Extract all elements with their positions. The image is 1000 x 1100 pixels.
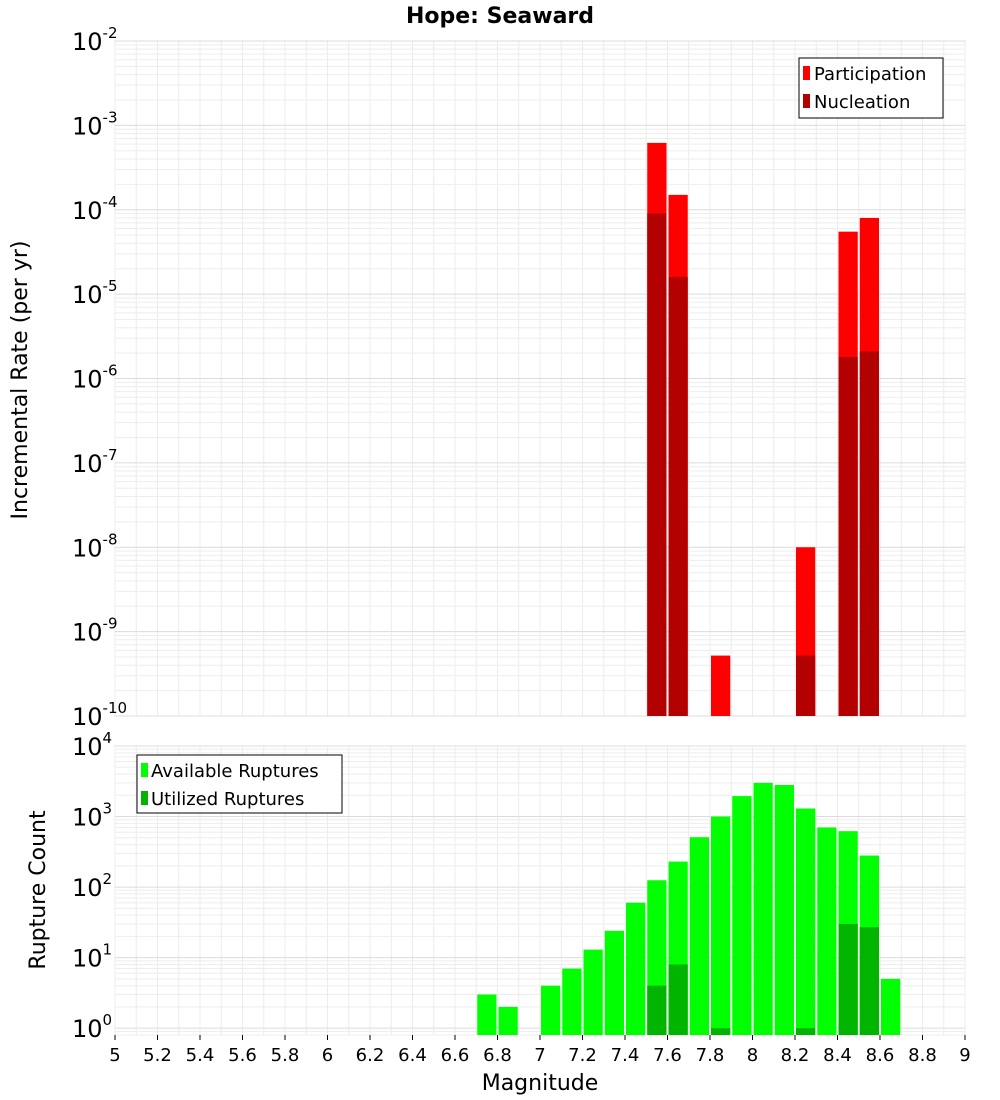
- x-tick-label: 7.4: [611, 1045, 640, 1066]
- top-legend-box: [798, 57, 944, 119]
- y-tick-label: 100: [72, 1011, 112, 1043]
- legend-label-available: Available Ruptures: [151, 761, 319, 782]
- chart-title: Hope: Seaward: [406, 4, 594, 29]
- bar-available-ruptures: [604, 930, 624, 1035]
- bar-available-ruptures: [881, 978, 901, 1035]
- y-tick-label: 101: [72, 941, 112, 973]
- legend-swatch-nucleation: [803, 94, 810, 108]
- top-y-ticks: 10-10 10-9 10-8 10-7 10-6 10-5 10-4 10-3 10-2: [72, 24, 127, 731]
- top-panel: 10-10 10-9 10-8 10-7 10-6 10-5 10-4 10-3 10-2 In…: [8, 24, 966, 731]
- bar-nucleation: [668, 276, 688, 716]
- bar-utilized-ruptures: [859, 927, 879, 1035]
- x-tick-label: 7.6: [653, 1045, 682, 1066]
- x-tick-label: 8.6: [866, 1045, 895, 1066]
- bar-participation: [711, 655, 731, 716]
- bottom-panel: 100 101 102 103 104 5 5.2 5.4 5.6 5.8 6 6.2 6.4 6.6 6…: [26, 729, 971, 1096]
- y-tick-label: 10-9: [72, 615, 118, 647]
- bar-available-ruptures: [541, 985, 561, 1035]
- legend-swatch-available: [141, 763, 148, 777]
- top-grid: [114, 40, 966, 717]
- bottom-legend: Available Ruptures Utilized Ruptures: [136, 754, 343, 814]
- x-axis-label: Magnitude: [482, 1071, 599, 1096]
- bar-utilized-ruptures: [796, 1028, 816, 1035]
- y-tick-label: 10-2: [72, 24, 118, 56]
- top-y-axis-label: Incremental Rate (per yr): [8, 241, 33, 520]
- x-tick-label: 8.8: [908, 1045, 937, 1066]
- bar-available-ruptures: [562, 968, 582, 1035]
- bar-available-ruptures: [626, 902, 646, 1035]
- bottom-x-ticks: 5 5.2 5.4 5.6 5.8 6 6.2 6.4 6.6 6.8 7 7.2 7.4 7.6 7.8 8…: [109, 1035, 971, 1066]
- bar-available-ruptures: [817, 827, 837, 1035]
- bar-utilized-ruptures: [668, 964, 688, 1035]
- x-tick-label: 5: [109, 1045, 120, 1066]
- bottom-bars: [477, 782, 901, 1035]
- bar-nucleation: [838, 356, 858, 716]
- x-tick-label: 6.8: [483, 1045, 512, 1066]
- bottom-y-axis-label: Rupture Count: [26, 810, 51, 970]
- x-tick-label: 7: [534, 1045, 545, 1066]
- bottom-legend-box: [136, 754, 343, 814]
- x-tick-label: 5.8: [271, 1045, 300, 1066]
- legend-label-utilized: Utilized Ruptures: [151, 789, 304, 810]
- x-tick-label: 5.2: [143, 1045, 172, 1066]
- bar-available-ruptures: [498, 1006, 518, 1035]
- x-tick-label: 6.4: [398, 1045, 427, 1066]
- y-tick-label: 10-3: [72, 108, 118, 140]
- bottom-y-ticks: 100 101 102 103 104: [72, 729, 112, 1043]
- y-tick-label: 10-10: [72, 699, 127, 731]
- bar-available-ruptures: [774, 784, 794, 1035]
- x-tick-label: 5.4: [186, 1045, 215, 1066]
- bar-available-ruptures: [583, 949, 603, 1035]
- y-tick-label: 10-8: [72, 530, 118, 562]
- legend-label-nucleation: Nucleation: [814, 92, 910, 113]
- y-tick-label: 104: [72, 729, 112, 761]
- x-tick-label: 8.4: [823, 1045, 852, 1066]
- x-tick-label: 9: [959, 1045, 970, 1066]
- legend-swatch-participation: [803, 66, 810, 80]
- bar-available-ruptures: [796, 808, 816, 1035]
- bar-utilized-ruptures: [711, 1028, 731, 1035]
- x-tick-label: 7.8: [696, 1045, 725, 1066]
- x-tick-label: 8.2: [781, 1045, 810, 1066]
- x-tick-label: 6.6: [441, 1045, 470, 1066]
- x-tick-label: 6.2: [356, 1045, 385, 1066]
- bar-available-ruptures: [689, 837, 709, 1035]
- x-tick-label: 7.2: [568, 1045, 597, 1066]
- bar-nucleation: [647, 213, 667, 717]
- top-legend: Participation Nucleation: [798, 57, 944, 119]
- x-tick-label: 6: [322, 1045, 333, 1066]
- bar-utilized-ruptures: [647, 985, 667, 1035]
- legend-label-participation: Participation: [814, 64, 926, 85]
- bar-available-ruptures: [711, 816, 731, 1035]
- bar-available-ruptures: [732, 796, 752, 1035]
- top-bars: [647, 142, 879, 717]
- y-tick-label: 102: [72, 870, 112, 902]
- y-tick-label: 10-4: [72, 193, 118, 225]
- x-tick-label: 5.6: [228, 1045, 257, 1066]
- x-tick-label: 8: [747, 1045, 758, 1066]
- bar-available-ruptures: [477, 994, 497, 1035]
- y-tick-label: 10-5: [72, 277, 118, 309]
- legend-swatch-utilized: [141, 791, 148, 805]
- y-tick-label: 103: [72, 800, 112, 832]
- y-tick-label: 10-6: [72, 362, 118, 394]
- bar-available-ruptures: [753, 782, 773, 1035]
- bar-nucleation: [859, 351, 879, 716]
- y-tick-label: 10-7: [72, 446, 118, 478]
- bar-nucleation: [796, 655, 816, 716]
- bar-utilized-ruptures: [838, 923, 858, 1035]
